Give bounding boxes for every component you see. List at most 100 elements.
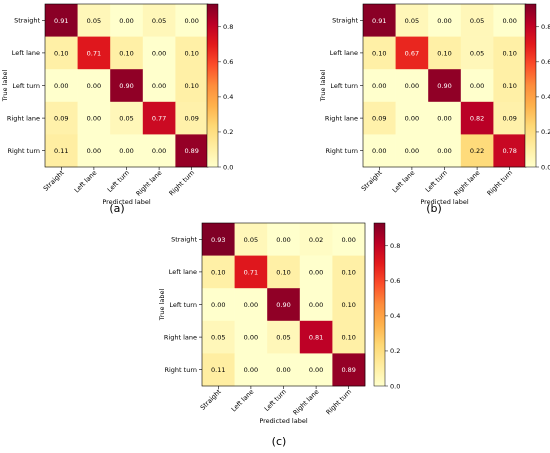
cell-value-label: 0.00 bbox=[152, 49, 166, 57]
heatmap-cell bbox=[395, 69, 429, 103]
heatmap-cell bbox=[77, 69, 111, 103]
cell-value-label: 0.00 bbox=[405, 82, 419, 90]
heatmap-cell bbox=[234, 223, 268, 256]
cell-value-label: 0.00 bbox=[437, 115, 451, 123]
heatmap-cell bbox=[45, 69, 78, 103]
heatmap-cell bbox=[234, 288, 268, 322]
heatmap-cell bbox=[332, 288, 366, 322]
confusion-matrix-2: 0.91 0.05 0.00 0.05 0.00 0.10 0.67 0.10 0.05 0.10… bbox=[319, 3, 550, 215]
cell-value-label: 0.22 bbox=[470, 147, 484, 155]
heatmap-cell bbox=[332, 223, 366, 256]
cell-value-label: 0.10 bbox=[437, 49, 451, 57]
cell-value-label: 0.05 bbox=[152, 17, 166, 25]
cell-value-label: 0.00 bbox=[87, 147, 101, 155]
heatmap-cell bbox=[363, 36, 396, 70]
heatmap-cell bbox=[267, 223, 301, 256]
heatmap-cell bbox=[493, 101, 527, 135]
cell-value-label: 0.90 bbox=[119, 82, 133, 90]
heatmap-cell bbox=[299, 320, 333, 354]
cell-value-label: 0.71 bbox=[87, 49, 101, 57]
cell-value-label: 0.05 bbox=[244, 236, 258, 244]
colorbar-tick-label: 0.8 bbox=[541, 23, 550, 31]
cell-value-label: 0.00 bbox=[244, 334, 258, 342]
y-tick-label: Right turn bbox=[164, 366, 197, 374]
x-tick-label: Right lane bbox=[452, 169, 481, 198]
cell-value-label: 0.10 bbox=[341, 268, 355, 276]
colorbar-tick-label: 0.6 bbox=[223, 58, 233, 66]
x-tick-label: Left turn bbox=[424, 169, 449, 194]
heatmap-cell bbox=[493, 69, 527, 103]
y-tick-label: Right lane bbox=[164, 333, 197, 341]
heatmap-cell bbox=[299, 223, 333, 256]
x-tick-label: Right lane bbox=[134, 169, 163, 198]
cell-value-label: 0.09 bbox=[54, 115, 68, 123]
colorbar-tick-label: 0.4 bbox=[390, 312, 400, 320]
heatmap-cell bbox=[267, 320, 301, 354]
colorbar bbox=[206, 3, 219, 168]
heatmap-cell bbox=[493, 36, 527, 70]
cell-value-label: 0.00 bbox=[119, 147, 133, 155]
heatmap-cell bbox=[428, 134, 462, 168]
y-tick-label: Left turn bbox=[330, 82, 358, 90]
heatmap-cell bbox=[234, 320, 268, 354]
cell-value-label: 0.00 bbox=[437, 147, 451, 155]
heatmap-cell bbox=[110, 4, 144, 37]
colorbar-tick-label: 0.6 bbox=[541, 58, 550, 66]
cell-value-label: 0.10 bbox=[502, 49, 516, 57]
colorbar-tick-label: 0.2 bbox=[390, 347, 400, 355]
heatmap-cell bbox=[299, 353, 333, 387]
heatmap-cell bbox=[175, 134, 209, 168]
cell-value-label: 0.09 bbox=[372, 115, 386, 123]
cell-value-label: 0.00 bbox=[437, 17, 451, 25]
cell-value-label: 0.09 bbox=[502, 115, 516, 123]
y-tick-label: Right lane bbox=[325, 114, 358, 122]
cell-value-label: 0.00 bbox=[152, 147, 166, 155]
cell-value-label: 0.05 bbox=[211, 334, 225, 342]
cell-value-label: 0.10 bbox=[341, 301, 355, 309]
heatmap-cell bbox=[142, 36, 176, 70]
y-tick-label: Straight bbox=[171, 236, 197, 244]
heatmap-cell bbox=[493, 134, 527, 168]
x-tick-label: Left lane bbox=[73, 169, 99, 195]
cell-value-label: 0.91 bbox=[372, 17, 386, 25]
heatmap-cell bbox=[395, 134, 429, 168]
cell-value-label: 0.10 bbox=[502, 82, 516, 90]
cell-value-label: 0.10 bbox=[211, 268, 225, 276]
cell-value-label: 0.00 bbox=[372, 82, 386, 90]
cell-value-label: 0.10 bbox=[372, 49, 386, 57]
cell-value-label: 0.71 bbox=[244, 268, 258, 276]
cell-value-label: 0.05 bbox=[119, 115, 133, 123]
cell-value-label: 0.90 bbox=[437, 82, 451, 90]
x-tick-label: Straight bbox=[360, 168, 384, 192]
cell-value-label: 0.00 bbox=[470, 82, 484, 90]
heatmap-cell bbox=[45, 101, 78, 135]
cell-value-label: 0.10 bbox=[341, 334, 355, 342]
confusion-matrix-1: 0.91 0.05 0.00 0.05 0.00 0.10 0.71 0.10 0.00 0.10… bbox=[1, 3, 233, 215]
colorbar-tick-label: 0.4 bbox=[541, 93, 550, 101]
cell-value-label: 0.00 bbox=[87, 82, 101, 90]
cell-value-label: 0.05 bbox=[276, 334, 290, 342]
x-tick-label: Right turn bbox=[324, 388, 353, 417]
heatmap-cell bbox=[202, 353, 235, 387]
cell-value-label: 0.00 bbox=[211, 301, 225, 309]
heatmap-cell bbox=[299, 288, 333, 322]
heatmap-cell bbox=[175, 4, 209, 37]
cell-value-label: 0.00 bbox=[309, 366, 323, 374]
heatmap-cell bbox=[142, 69, 176, 103]
cell-value-label: 0.05 bbox=[470, 49, 484, 57]
heatmap-cell bbox=[332, 255, 366, 289]
heatmap-cell bbox=[395, 101, 429, 135]
heatmap-cell bbox=[460, 36, 494, 70]
y-tick-label: Right turn bbox=[325, 147, 358, 155]
y-tick-label: Right turn bbox=[7, 147, 40, 155]
cell-value-label: 0.11 bbox=[211, 366, 225, 374]
x-tick-label: Left lane bbox=[230, 388, 256, 414]
cell-value-label: 0.82 bbox=[470, 115, 484, 123]
heatmap-cell bbox=[77, 4, 111, 37]
cell-value-label: 0.00 bbox=[119, 17, 133, 25]
panel-caption: (b) bbox=[426, 202, 442, 215]
colorbar-tick-label: 0.0 bbox=[390, 382, 400, 390]
colorbar-tick-label: 0.4 bbox=[223, 93, 233, 101]
colorbar-tick-label: 0.2 bbox=[223, 128, 233, 136]
